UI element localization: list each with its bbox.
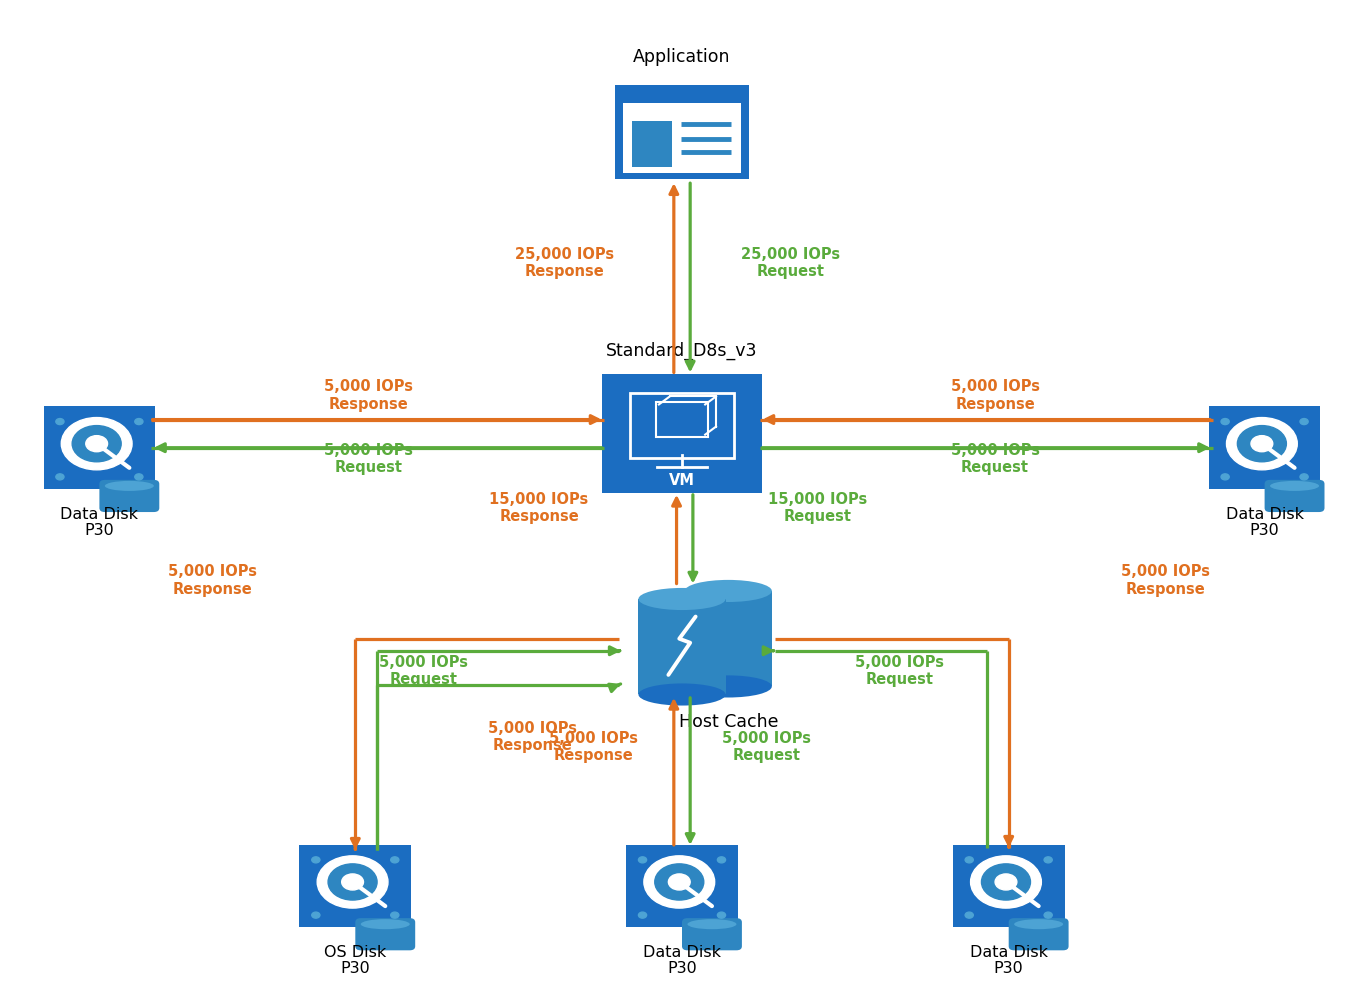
FancyBboxPatch shape bbox=[623, 103, 741, 173]
Text: P30: P30 bbox=[85, 522, 115, 537]
Circle shape bbox=[638, 857, 647, 863]
Circle shape bbox=[135, 418, 143, 424]
Circle shape bbox=[56, 418, 64, 424]
Circle shape bbox=[668, 874, 690, 890]
Circle shape bbox=[61, 417, 132, 470]
Circle shape bbox=[996, 874, 1016, 890]
FancyBboxPatch shape bbox=[953, 845, 1064, 927]
Text: 5,000 IOPs
Response: 5,000 IOPs Response bbox=[168, 564, 256, 597]
Circle shape bbox=[72, 425, 121, 462]
FancyBboxPatch shape bbox=[44, 406, 155, 489]
Circle shape bbox=[1237, 425, 1286, 462]
FancyBboxPatch shape bbox=[355, 918, 415, 951]
Circle shape bbox=[717, 857, 726, 863]
Text: 5,000 IOPs
Request: 5,000 IOPs Request bbox=[855, 654, 944, 687]
FancyBboxPatch shape bbox=[100, 480, 160, 512]
Text: P30: P30 bbox=[341, 961, 370, 976]
Text: P30: P30 bbox=[994, 961, 1023, 976]
FancyBboxPatch shape bbox=[619, 88, 745, 106]
Circle shape bbox=[966, 912, 974, 918]
Circle shape bbox=[56, 474, 64, 480]
Circle shape bbox=[1226, 417, 1297, 470]
Text: 25,000 IOPs
Response: 25,000 IOPs Response bbox=[516, 247, 615, 279]
Text: 5,000 IOPs
Request: 5,000 IOPs Request bbox=[325, 443, 413, 475]
Text: 5,000 IOPs
Response: 5,000 IOPs Response bbox=[325, 379, 413, 411]
Ellipse shape bbox=[105, 481, 154, 491]
Text: 5,000 IOPs
Request: 5,000 IOPs Request bbox=[722, 731, 810, 763]
Circle shape bbox=[638, 912, 647, 918]
Ellipse shape bbox=[687, 919, 737, 929]
Circle shape bbox=[312, 857, 321, 863]
FancyBboxPatch shape bbox=[682, 918, 742, 951]
Polygon shape bbox=[638, 599, 726, 695]
Text: 5,000 IOPs
Response: 5,000 IOPs Response bbox=[951, 379, 1039, 411]
Ellipse shape bbox=[685, 675, 772, 698]
Circle shape bbox=[966, 857, 974, 863]
Circle shape bbox=[1043, 912, 1052, 918]
Circle shape bbox=[1221, 418, 1229, 424]
Circle shape bbox=[644, 856, 715, 908]
Circle shape bbox=[329, 864, 376, 900]
FancyBboxPatch shape bbox=[300, 845, 411, 927]
Ellipse shape bbox=[685, 580, 772, 602]
FancyBboxPatch shape bbox=[1009, 918, 1068, 951]
FancyBboxPatch shape bbox=[1264, 480, 1324, 512]
Circle shape bbox=[318, 856, 387, 908]
Text: 5,000 IOPs
Response: 5,000 IOPs Response bbox=[550, 731, 638, 763]
Circle shape bbox=[390, 912, 398, 918]
FancyBboxPatch shape bbox=[630, 393, 734, 458]
Ellipse shape bbox=[360, 919, 409, 929]
Text: Standard_D8s_v3: Standard_D8s_v3 bbox=[606, 342, 758, 360]
Text: Data Disk: Data Disk bbox=[1226, 507, 1304, 521]
Circle shape bbox=[86, 435, 108, 452]
Text: OS Disk: OS Disk bbox=[325, 944, 386, 960]
Text: P30: P30 bbox=[667, 961, 697, 976]
Circle shape bbox=[1221, 474, 1229, 480]
Text: 5,000 IOPs
Request: 5,000 IOPs Request bbox=[379, 654, 468, 687]
Circle shape bbox=[1251, 435, 1273, 452]
Circle shape bbox=[390, 857, 398, 863]
Circle shape bbox=[135, 474, 143, 480]
Text: 25,000 IOPs
Request: 25,000 IOPs Request bbox=[742, 247, 840, 279]
Text: 5,000 IOPs
Response: 5,000 IOPs Response bbox=[1121, 564, 1210, 597]
Ellipse shape bbox=[1015, 919, 1063, 929]
Ellipse shape bbox=[638, 588, 726, 610]
FancyBboxPatch shape bbox=[632, 121, 672, 167]
Circle shape bbox=[982, 864, 1030, 900]
Text: Application: Application bbox=[633, 47, 731, 66]
Ellipse shape bbox=[638, 683, 726, 706]
Text: 5,000 IOPs
Request: 5,000 IOPs Request bbox=[951, 443, 1039, 475]
Text: Data Disk: Data Disk bbox=[60, 507, 138, 521]
Text: Data Disk: Data Disk bbox=[642, 944, 722, 960]
FancyBboxPatch shape bbox=[615, 85, 749, 179]
Ellipse shape bbox=[1270, 481, 1319, 491]
Circle shape bbox=[342, 874, 363, 890]
Text: P30: P30 bbox=[1249, 522, 1279, 537]
FancyBboxPatch shape bbox=[626, 845, 738, 927]
Text: Host Cache: Host Cache bbox=[678, 713, 777, 731]
FancyBboxPatch shape bbox=[1209, 406, 1320, 489]
Circle shape bbox=[1043, 857, 1052, 863]
Circle shape bbox=[1300, 474, 1308, 480]
Circle shape bbox=[1300, 418, 1308, 424]
Text: Data Disk: Data Disk bbox=[970, 944, 1048, 960]
Polygon shape bbox=[685, 591, 772, 686]
Circle shape bbox=[655, 864, 704, 900]
Circle shape bbox=[971, 856, 1041, 908]
Circle shape bbox=[312, 912, 321, 918]
FancyBboxPatch shape bbox=[602, 374, 762, 493]
Circle shape bbox=[717, 912, 726, 918]
Text: VM: VM bbox=[668, 474, 696, 489]
Text: 15,000 IOPs
Response: 15,000 IOPs Response bbox=[490, 492, 589, 524]
FancyBboxPatch shape bbox=[656, 402, 708, 436]
Text: 15,000 IOPs
Request: 15,000 IOPs Request bbox=[768, 492, 868, 524]
Text: 5,000 IOPs
Response: 5,000 IOPs Response bbox=[488, 721, 577, 753]
